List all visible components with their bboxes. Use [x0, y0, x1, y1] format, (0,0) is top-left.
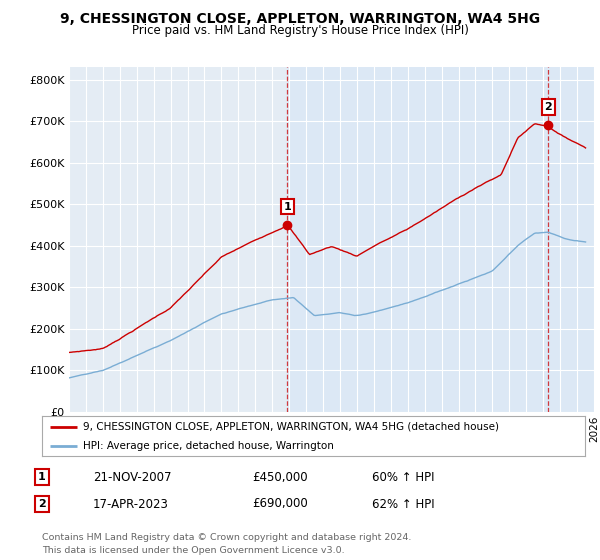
Text: 60% ↑ HPI: 60% ↑ HPI [372, 470, 434, 484]
Text: 1: 1 [284, 202, 292, 212]
Bar [69, 67, 287, 412]
Text: Price paid vs. HM Land Registry's House Price Index (HPI): Price paid vs. HM Land Registry's House … [131, 24, 469, 36]
Text: HPI: Average price, detached house, Warrington: HPI: Average price, detached house, Warr… [83, 441, 334, 450]
Bar [287, 67, 594, 412]
Text: £690,000: £690,000 [252, 497, 308, 511]
Text: Contains HM Land Registry data © Crown copyright and database right 2024.
This d: Contains HM Land Registry data © Crown c… [42, 533, 412, 556]
Text: 2: 2 [38, 499, 46, 509]
Text: 17-APR-2023: 17-APR-2023 [93, 497, 169, 511]
Text: 21-NOV-2007: 21-NOV-2007 [93, 470, 172, 484]
Text: 9, CHESSINGTON CLOSE, APPLETON, WARRINGTON, WA4 5HG (detached house): 9, CHESSINGTON CLOSE, APPLETON, WARRINGT… [83, 422, 499, 432]
Text: £450,000: £450,000 [252, 470, 308, 484]
Text: 9, CHESSINGTON CLOSE, APPLETON, WARRINGTON, WA4 5HG: 9, CHESSINGTON CLOSE, APPLETON, WARRINGT… [60, 12, 540, 26]
Text: 2: 2 [544, 102, 552, 112]
Text: 62% ↑ HPI: 62% ↑ HPI [372, 497, 434, 511]
Text: 1: 1 [38, 472, 46, 482]
